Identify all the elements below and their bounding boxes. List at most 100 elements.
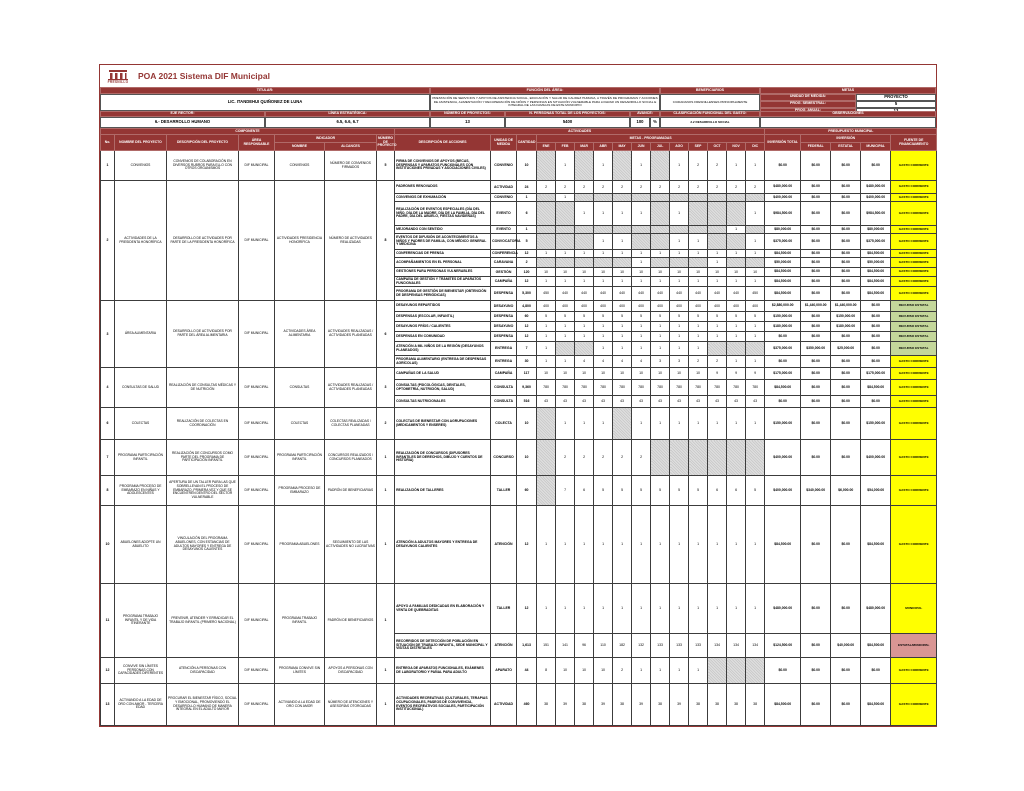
- month-cell-sep: 1: [688, 233, 709, 250]
- month-cell-oct: [707, 201, 728, 226]
- month-cell-sep: [688, 439, 709, 476]
- project-area: DIF MUNICIPAL: [238, 475, 275, 506]
- investment-federal: $0.00: [800, 407, 832, 440]
- month-cell-ago: 10: [669, 267, 690, 277]
- month-cell-oct: 440: [707, 286, 728, 301]
- month-cell-ene: 1: [536, 355, 557, 368]
- month-cell-mar: [574, 233, 595, 250]
- month-cell-oct: 134: [707, 633, 728, 658]
- month-cell-ene: [536, 407, 557, 440]
- month-cell-oct: [707, 657, 728, 684]
- month-cell-ene: 8: [536, 657, 557, 684]
- investment-federal: $1,440,000.00: [800, 300, 832, 312]
- month-cell-jun: 4: [631, 355, 652, 368]
- unit-of-measure: ACTIVIDAD: [490, 683, 518, 726]
- quantity: 7: [516, 341, 538, 356]
- action-description: ENTREGA DE APARATOS FUNCIONALES, EXÁMENE…: [394, 657, 492, 684]
- investment-municipal: $0.00: [860, 355, 892, 368]
- investment-municipal: $84,500.00: [860, 267, 892, 277]
- month-cell-abr: 10: [593, 267, 614, 277]
- month-cell-jul: 1: [650, 505, 671, 584]
- month-cell-ene: [536, 201, 557, 226]
- project-description: PREVENIR, ATENDER Y ERRADICAR EL TRABAJO…: [166, 583, 239, 658]
- project-area: DIF MUNICIPAL: [238, 683, 275, 726]
- month-cell-jun: 440: [631, 286, 652, 301]
- quantity: 9,360: [516, 379, 538, 396]
- unit-of-measure: GESTIÓN: [490, 267, 518, 277]
- month-cell-feb: 1: [555, 505, 576, 584]
- month-cell-ene: 43: [536, 395, 557, 408]
- investment-municipal: $84,500.00: [860, 505, 892, 584]
- investment-total: $84,500.00: [764, 249, 802, 258]
- observaciones-label: OBSERVACIONES: [760, 111, 936, 117]
- funding-source: GASTO CORRIENTE: [890, 225, 938, 234]
- col-header-alcances: ALCANCES: [324, 142, 377, 151]
- investment-total: $0.00: [764, 355, 802, 368]
- quantity: 60: [516, 311, 538, 322]
- month-cell-ene: 10: [536, 367, 557, 380]
- unit-of-measure: CONVOCATORIA: [490, 233, 521, 250]
- month-cell-dic: 5: [745, 311, 766, 322]
- investment-total: $50,000.00: [764, 257, 802, 268]
- month-cell-may: 4: [612, 355, 633, 368]
- investment-estatal: $0.00: [830, 439, 862, 476]
- project-no: 7: [100, 439, 115, 476]
- quantity: 10: [516, 150, 538, 181]
- investment-federal: $0.00: [800, 355, 832, 368]
- month-cell-may: 2: [612, 180, 633, 194]
- month-cell-dic: 780: [745, 379, 766, 396]
- month-cell-dic: 38: [745, 683, 766, 726]
- investment-municipal: $150,000.00: [860, 407, 892, 440]
- project-no: 10: [100, 505, 115, 584]
- month-cell-may: 780: [612, 379, 633, 396]
- month-cell-sep: 1: [688, 407, 709, 440]
- investment-estatal: $0.00: [830, 683, 862, 726]
- month-cell-ene: 1: [536, 276, 557, 287]
- investment-estatal: $0.00: [830, 193, 862, 202]
- month-cell-abr: 5: [593, 475, 614, 506]
- investment-municipal: $84,500.00: [860, 633, 892, 658]
- funding-source: GASTO CORRIENTE: [890, 276, 938, 287]
- num-proyectos-value: 13: [430, 117, 505, 128]
- month-cell-abr: 2: [593, 180, 614, 194]
- col-header-fuente: FUENTE DE FINANCIAMIENTO: [890, 134, 938, 151]
- month-cell-sep: 1: [688, 583, 709, 634]
- unit-of-measure: CONVENIO: [490, 150, 518, 181]
- col-header-month-dic: DIC: [745, 142, 766, 151]
- month-cell-may: 43: [612, 395, 633, 408]
- quantity: 2: [516, 257, 538, 268]
- funding-source: GASTO CORRIENTE: [890, 505, 938, 584]
- investment-federal: $340,000.00: [800, 475, 832, 506]
- month-cell-oct: [707, 341, 728, 356]
- project-area: DIF MUNICIPAL: [238, 583, 275, 658]
- action-description: ATENCIÓN A ADULTOS MAYORES Y ENTREGA DE …: [394, 505, 492, 584]
- month-cell-jun: 5: [631, 311, 652, 322]
- investment-estatal: $0.00: [830, 395, 862, 408]
- month-cell-sep: 440: [688, 286, 709, 301]
- project-name: ÁREA ALIMENTARIA: [114, 300, 167, 368]
- action-description: RECORRIDOS DE DETECCIÓN DE POBLACIÓN EN …: [394, 633, 492, 658]
- month-cell-dic: 1: [745, 583, 766, 634]
- investment-estatal: $0.00: [830, 331, 862, 342]
- quantity: 60: [516, 475, 538, 506]
- col-header-indicador: INDICADOR: [274, 134, 377, 143]
- col-header-month-oct: OCT: [707, 142, 728, 151]
- investment-federal: $0.00: [800, 379, 832, 396]
- quantity: 12: [516, 331, 538, 342]
- indicator-name: ACTIVIDADES PRESIDENCIA HONORÍFICA: [274, 180, 325, 301]
- investment-municipal: $84,500.00: [860, 286, 892, 301]
- project-description: REALIZACIÓN DE CONSULTAS MÉDICAS Y DE NU…: [166, 367, 239, 408]
- investment-federal: $0.00: [800, 267, 832, 277]
- funding-source: RECURSO ESTATAL: [890, 311, 938, 322]
- action-description: FIRMA DE CONVENIOS DE APOYOS (BECAS, DES…: [394, 150, 492, 181]
- month-cell-mar: 1: [574, 249, 595, 258]
- month-cell-dic: 1: [745, 249, 766, 258]
- project-number: 1: [375, 475, 396, 506]
- month-cell-mar: 1: [574, 321, 595, 332]
- col-header-month-ene: ENE: [536, 142, 557, 151]
- unit-of-measure: CONCURSO: [490, 439, 518, 476]
- funding-source: GASTO CORRIENTE: [890, 355, 938, 368]
- indicator-name: PROGRAMA CONVIVE SIN LÍMITES: [274, 657, 325, 684]
- month-cell-nov: 9: [726, 367, 747, 380]
- month-cell-abr: 5: [593, 311, 614, 322]
